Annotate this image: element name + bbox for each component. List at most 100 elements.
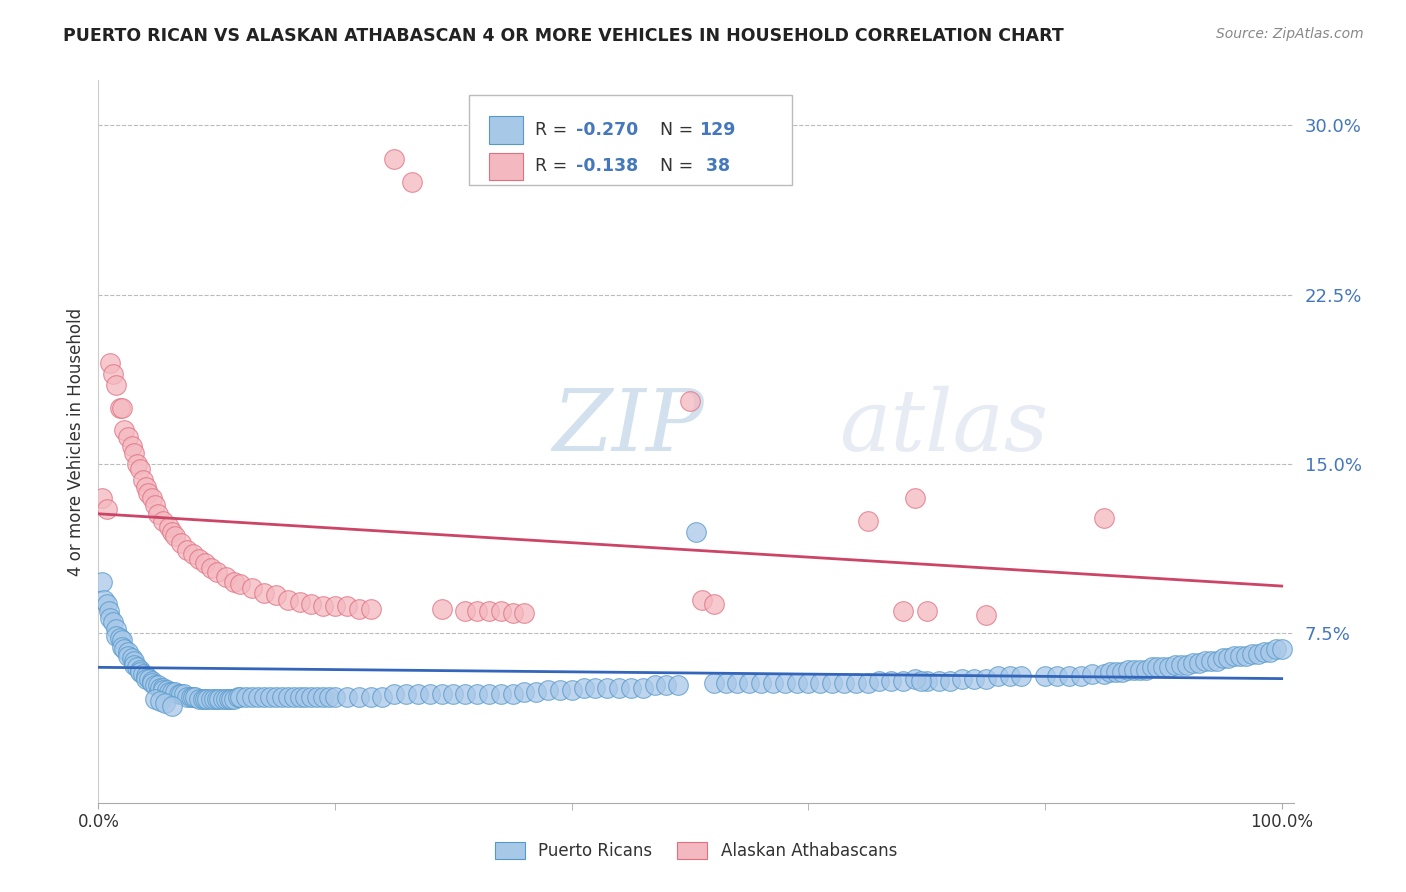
Point — [146, 678, 169, 692]
Point — [1199, 654, 1222, 668]
Point — [786, 676, 808, 690]
Point — [98, 355, 121, 369]
Text: N =: N = — [661, 121, 699, 139]
Point — [548, 682, 571, 697]
Point — [1241, 647, 1264, 661]
Point — [832, 676, 855, 690]
Point — [160, 524, 183, 539]
Point — [401, 175, 423, 189]
Point — [167, 687, 190, 701]
Point — [1271, 642, 1294, 657]
Point — [856, 514, 879, 528]
Point — [156, 682, 179, 697]
Point — [141, 491, 163, 505]
Point — [122, 446, 145, 460]
Point — [132, 473, 155, 487]
Point — [224, 692, 246, 706]
Point — [371, 690, 394, 704]
Point — [253, 586, 276, 600]
Point — [974, 672, 997, 686]
Point — [998, 669, 1021, 683]
Point — [170, 536, 193, 550]
Point — [382, 153, 405, 167]
Point — [596, 681, 619, 695]
Point — [703, 676, 725, 690]
Point — [91, 574, 114, 589]
Point — [224, 574, 246, 589]
Point — [108, 631, 131, 645]
Point — [524, 685, 547, 699]
Point — [157, 685, 180, 699]
Point — [277, 592, 299, 607]
Point — [114, 642, 136, 657]
Text: -0.138: -0.138 — [576, 158, 638, 176]
Point — [195, 692, 218, 706]
Point — [176, 542, 198, 557]
Point — [152, 681, 174, 695]
Point — [235, 690, 257, 704]
Point — [441, 687, 464, 701]
Point — [188, 552, 211, 566]
Point — [165, 685, 187, 699]
Point — [1205, 654, 1227, 668]
Point — [219, 692, 242, 706]
Point — [1194, 654, 1216, 668]
Point — [821, 676, 844, 690]
Point — [1264, 642, 1286, 657]
Point — [513, 685, 536, 699]
Point — [891, 604, 914, 618]
Point — [157, 520, 180, 534]
Point — [152, 514, 174, 528]
Y-axis label: 4 or more Vehicles in Household: 4 or more Vehicles in Household — [66, 308, 84, 575]
Point — [152, 682, 174, 697]
Point — [247, 690, 270, 704]
Point — [135, 480, 157, 494]
Point — [114, 423, 136, 437]
Point — [132, 667, 155, 681]
Point — [655, 678, 678, 692]
Point — [299, 597, 322, 611]
Point — [91, 491, 114, 505]
Point — [336, 599, 359, 614]
Point — [1140, 660, 1163, 674]
Point — [181, 690, 204, 704]
Point — [138, 672, 160, 686]
Point — [502, 606, 524, 620]
Point — [607, 681, 630, 695]
Point — [644, 678, 666, 692]
Point — [180, 690, 202, 704]
Point — [1223, 648, 1246, 663]
Point — [264, 588, 287, 602]
Point — [105, 378, 128, 392]
Point — [561, 682, 583, 697]
Point — [105, 622, 128, 636]
Point — [299, 690, 322, 704]
Point — [1116, 663, 1139, 677]
Point — [915, 604, 938, 618]
Point — [1092, 511, 1115, 525]
Point — [478, 604, 501, 618]
Point — [93, 592, 115, 607]
Point — [382, 687, 405, 701]
Point — [1229, 648, 1251, 663]
Point — [513, 606, 536, 620]
Point — [135, 672, 157, 686]
Point — [143, 692, 166, 706]
Point — [184, 690, 207, 704]
Point — [128, 461, 150, 475]
Point — [136, 486, 159, 500]
Point — [121, 651, 143, 665]
Point — [406, 687, 429, 701]
Point — [277, 690, 299, 704]
Point — [208, 692, 231, 706]
Point — [1105, 665, 1128, 679]
Bar — [489, 153, 523, 180]
Point — [288, 595, 311, 609]
Point — [283, 690, 305, 704]
Point — [143, 498, 166, 512]
Point — [963, 672, 986, 686]
Point — [229, 576, 252, 591]
Point — [1212, 651, 1234, 665]
Point — [122, 654, 145, 668]
Point — [465, 687, 488, 701]
